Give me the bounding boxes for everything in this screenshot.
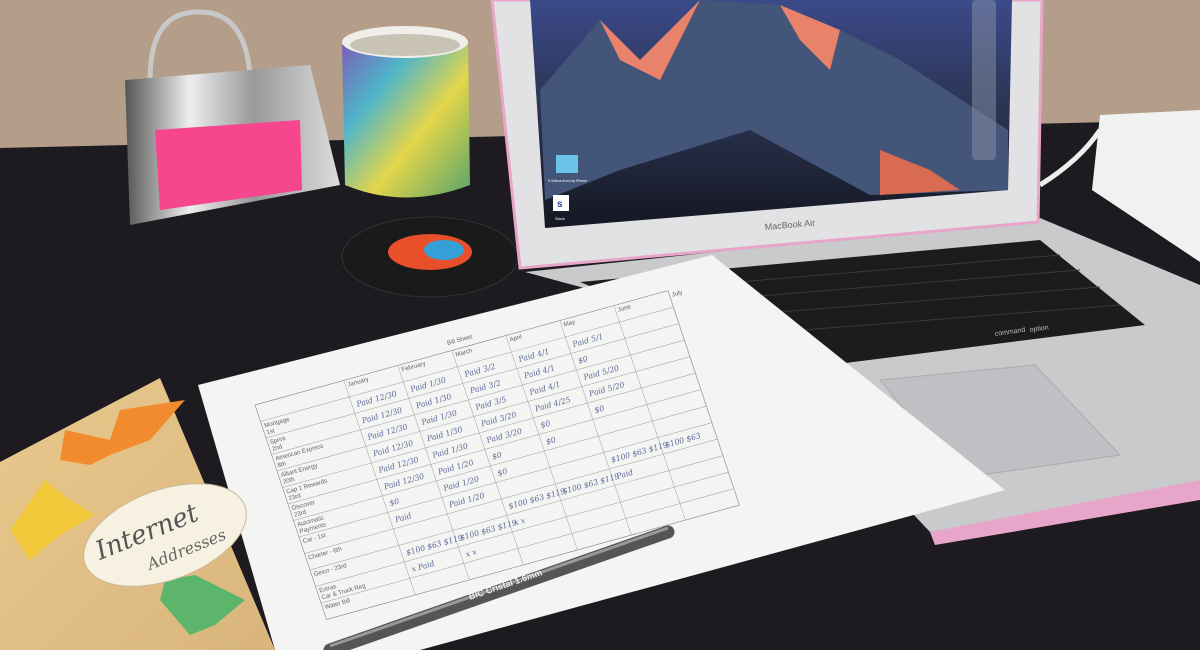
- row-label: 2nd: [271, 443, 284, 453]
- row-line: [282, 372, 696, 488]
- butterfly-orange: [60, 400, 185, 465]
- row-line: [265, 323, 679, 439]
- bill-sheet-paper: [198, 255, 1005, 650]
- month-header: June: [617, 303, 633, 313]
- sticky-note: [155, 120, 302, 210]
- table-cell: x x: [464, 547, 478, 559]
- col-line: [667, 290, 740, 506]
- row-line: [260, 306, 674, 422]
- cable: [1038, 128, 1103, 188]
- month-header: May: [563, 319, 577, 329]
- table-cell: $0: [593, 404, 605, 415]
- row-label: 8th: [277, 460, 288, 469]
- table-cell: $0: [491, 450, 503, 461]
- row-line: [276, 356, 690, 472]
- row-label: 20th: [282, 476, 296, 486]
- notebook: Internet Addresses: [0, 378, 275, 650]
- brand-label: MacBook Air: [764, 218, 815, 232]
- row-line: [298, 422, 712, 538]
- month-header: March: [455, 347, 474, 358]
- col-line: [343, 380, 416, 595]
- row-line: [309, 455, 723, 571]
- row-line: [293, 405, 707, 521]
- row-line: [320, 488, 734, 604]
- butterfly-yellow: [10, 480, 95, 560]
- table-cell: $0: [388, 497, 400, 508]
- col-line: [451, 350, 524, 566]
- key-option[interactable]: option: [1029, 324, 1049, 334]
- col-line: [397, 365, 470, 580]
- key-command[interactable]: command: [994, 327, 1026, 338]
- month-header: April: [509, 334, 523, 344]
- col-line: [613, 305, 686, 521]
- row-line: [315, 471, 729, 587]
- white-box: [1092, 110, 1200, 262]
- table-cell: $0: [545, 435, 557, 446]
- slack-icon[interactable]: [553, 195, 569, 211]
- row-label: 23rd: [293, 509, 308, 519]
- butterfly-green: [160, 575, 245, 635]
- table-cell: x x: [513, 516, 527, 528]
- table-cell: $0: [539, 419, 551, 430]
- slack-label: Slack: [555, 216, 565, 221]
- tape-dispenser: [125, 9, 340, 225]
- col-line: [559, 320, 632, 536]
- row-label: 1st: [266, 427, 276, 436]
- row-line: [271, 339, 685, 455]
- col-line: [505, 335, 578, 551]
- mug: [342, 26, 470, 198]
- table-cell: $0: [577, 354, 589, 365]
- row-label: 23rd: [288, 492, 303, 502]
- month-header: July: [671, 289, 685, 299]
- svg-text:s: s: [557, 199, 563, 210]
- folder-icon[interactable]: [556, 155, 578, 173]
- table-cell: $0: [496, 467, 508, 478]
- table-cell: Paid: [393, 511, 413, 524]
- dock[interactable]: [972, 0, 996, 160]
- table-cell: Paid: [614, 468, 634, 481]
- record-coaster: [341, 216, 519, 298]
- row-line: [304, 438, 718, 554]
- folder-label: 5 Videos from my iPhone: [548, 179, 587, 183]
- row-label: Extras: [318, 583, 337, 594]
- row-line: [287, 389, 701, 505]
- row-label: Sprint: [269, 435, 287, 446]
